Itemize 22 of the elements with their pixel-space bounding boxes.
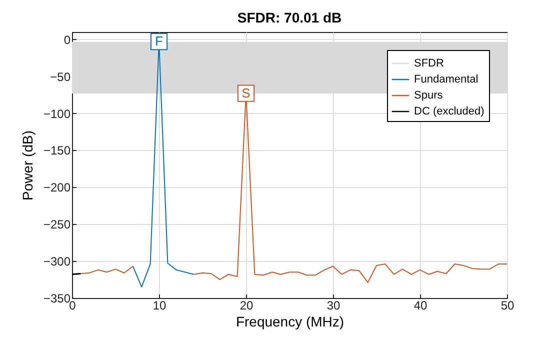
legend-label: DC (excluded) <box>414 106 484 118</box>
x-tick-label: 20 <box>240 298 254 312</box>
band-label: SFDR <box>414 58 444 70</box>
y-tick-label: −300 <box>43 254 71 269</box>
x-tick-label: 10 <box>152 298 166 312</box>
y-tick-label: −350 <box>43 292 71 306</box>
y-axis-title: Power (dB) <box>19 130 36 201</box>
annotation: F <box>155 34 164 49</box>
y-tick-label: −250 <box>43 218 71 232</box>
x-tick-label: 40 <box>414 298 428 312</box>
y-tick-label: 0 <box>64 32 71 47</box>
legend-label: Spurs <box>414 90 444 102</box>
y-tick-label: −150 <box>43 144 71 158</box>
legend-label: Fundamental <box>414 74 478 86</box>
y-tick-label: −100 <box>43 106 71 121</box>
y-tick-label: −50 <box>50 70 71 84</box>
x-tick-label: 30 <box>326 298 340 312</box>
y-tick-label: −200 <box>43 180 71 195</box>
x-tick-label: 50 <box>500 298 514 312</box>
x-axis-title: Frequency (MHz) <box>236 314 344 330</box>
chart-title: SFDR: 70.01 dB <box>237 10 342 26</box>
annotation: S <box>242 85 251 100</box>
